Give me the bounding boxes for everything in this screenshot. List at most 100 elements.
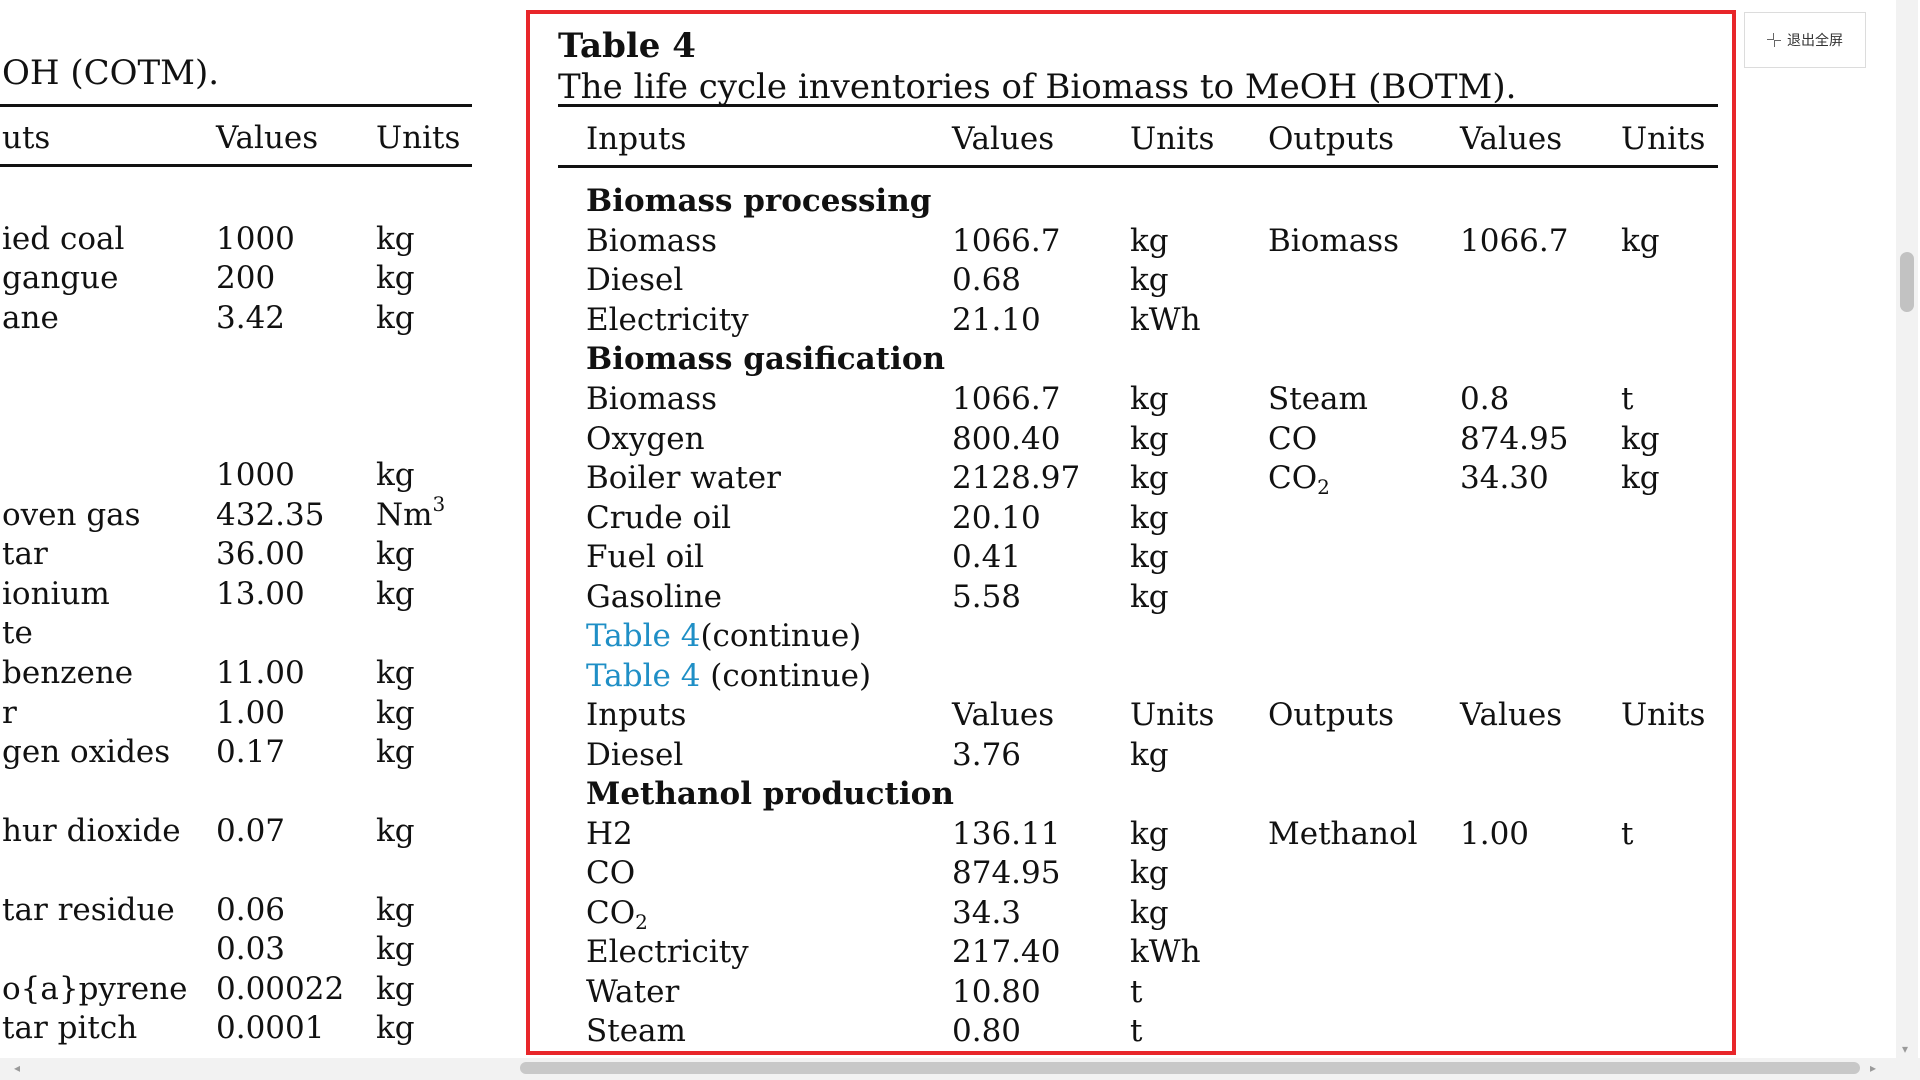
left-row: tar pitch 0.0001 kg xyxy=(0,1010,480,1048)
left-value: 432.35 xyxy=(216,497,325,533)
left-item: benzene xyxy=(2,655,134,691)
left-item: oven gas xyxy=(2,497,141,533)
input-unit: kg xyxy=(1130,895,1169,931)
left-unit: kg xyxy=(376,931,415,967)
right-arrow-icon[interactable]: ▸ xyxy=(1870,1061,1877,1075)
input-value: 1066.7 xyxy=(952,223,1061,259)
output-value: 34.30 xyxy=(1460,460,1549,496)
continue-caption: Table 4(continue) xyxy=(586,618,861,654)
input-name: Gasoline xyxy=(586,579,722,615)
left-header-rule xyxy=(0,164,472,167)
header-out-units: Units xyxy=(1621,697,1706,733)
left-partial-table: OH (COTM). uts Values Units ied coal 100… xyxy=(0,0,480,1070)
table-row: Boiler water 2128.97 kg CO2 34.30 kg xyxy=(530,460,1730,498)
input-name: Oxygen xyxy=(586,421,705,457)
left-item: tar pitch xyxy=(2,1010,138,1046)
input-value: 1066.7 xyxy=(952,381,1061,417)
input-unit: t xyxy=(1130,1013,1143,1049)
table-row: Biomass 1066.7 kg Steam 0.8 t xyxy=(530,381,1730,419)
left-item: tar xyxy=(2,536,48,572)
left-header-values: Values xyxy=(216,120,319,156)
input-value: 21.10 xyxy=(952,302,1041,338)
table-row: Fuel oil 0.41 kg xyxy=(530,539,1730,577)
input-unit: kg xyxy=(1130,500,1169,536)
input-value: 3.76 xyxy=(952,737,1022,773)
left-row: ionium 13.00 kg xyxy=(0,576,480,614)
input-value: 20.10 xyxy=(952,500,1041,536)
table-row: Oxygen 800.40 kg CO 874.95 kg xyxy=(530,421,1730,459)
left-unit: kg xyxy=(376,260,415,296)
horizontal-scroll-thumb[interactable] xyxy=(520,1062,1860,1074)
left-row: gangue 200 kg xyxy=(0,260,480,298)
table-row: Electricity 217.40 kWh xyxy=(530,934,1730,972)
left-item: te xyxy=(2,615,33,651)
table-link[interactable]: Table 4 xyxy=(586,618,701,654)
left-row: r 1.00 kg xyxy=(0,695,480,733)
input-unit: kWh xyxy=(1130,302,1201,338)
input-name: Fuel oil xyxy=(586,539,705,575)
input-name: Biomass xyxy=(586,381,718,417)
table-row: Steam 0.80 t xyxy=(530,1013,1730,1051)
left-value: 1000 xyxy=(216,221,295,257)
left-unit: kg xyxy=(376,1010,415,1046)
table-row: Diesel 0.68 kg xyxy=(530,262,1730,300)
header-out-values: Values xyxy=(1460,697,1563,733)
left-item: ionium xyxy=(2,576,110,612)
input-value: 5.58 xyxy=(952,579,1022,615)
left-unit-main: Nm xyxy=(376,497,433,533)
left-top-rule xyxy=(0,104,472,107)
left-row: 1000 kg xyxy=(0,457,480,495)
formula-sub: 2 xyxy=(1317,475,1330,499)
left-value: 0.00022 xyxy=(216,971,345,1007)
left-item: ane xyxy=(2,300,59,336)
table-row: CO 874.95 kg xyxy=(530,855,1730,893)
left-item: o{a}pyrene xyxy=(2,971,188,1007)
input-value: 0.80 xyxy=(952,1013,1022,1049)
input-unit: kg xyxy=(1130,421,1169,457)
output-name: Methanol xyxy=(1268,816,1418,852)
header-outputs: Outputs xyxy=(1268,697,1395,733)
section-row: Biomass gasification xyxy=(530,341,1730,379)
exit-fullscreen-button[interactable]: 退出全屏 xyxy=(1744,12,1866,68)
continue-caption: Table 4 (continue) xyxy=(586,658,871,694)
input-unit: t xyxy=(1130,974,1143,1010)
down-arrow-icon[interactable]: ▾ xyxy=(1902,1042,1909,1056)
output-name: Biomass xyxy=(1268,223,1400,259)
section-row: Methanol production xyxy=(530,776,1730,814)
left-arrow-icon[interactable]: ◂ xyxy=(14,1061,21,1075)
input-unit: kg xyxy=(1130,381,1169,417)
input-name: CO2 xyxy=(586,895,648,932)
vertical-scroll-thumb[interactable] xyxy=(1900,252,1914,312)
output-unit: kg xyxy=(1621,460,1660,496)
input-value: 34.3 xyxy=(952,895,1022,931)
header-out-units: Units xyxy=(1621,121,1706,157)
left-row: oven gas 432.35 Nm3 xyxy=(0,494,480,535)
table-header-row-repeat: Inputs Values Units Outputs Values Units xyxy=(530,697,1730,735)
input-value: 874.95 xyxy=(952,855,1061,891)
output-name: Steam xyxy=(1268,381,1368,417)
input-unit: kg xyxy=(1130,460,1169,496)
input-name: CO xyxy=(586,855,636,891)
left-row: hur dioxide 0.07 kg xyxy=(0,813,480,851)
input-unit: kg xyxy=(1130,579,1169,615)
left-value: 36.00 xyxy=(216,536,305,572)
formula-main: CO xyxy=(586,895,636,931)
input-unit: kg xyxy=(1130,539,1169,575)
output-unit: kg xyxy=(1621,223,1660,259)
vertical-scrollbar[interactable] xyxy=(1896,0,1918,1058)
input-name: H2 xyxy=(586,816,633,852)
input-unit: kg xyxy=(1130,816,1169,852)
table-row: Biomass 1066.7 kg Biomass 1066.7 kg xyxy=(530,223,1730,261)
left-unit: kg xyxy=(376,300,415,336)
section-title: Biomass processing xyxy=(586,183,932,219)
output-name: CO2 xyxy=(1268,460,1330,499)
exit-fullscreen-label: 退出全屏 xyxy=(1787,33,1843,49)
left-value: 0.07 xyxy=(216,813,286,849)
left-item: hur dioxide xyxy=(2,813,181,849)
table-row: Gasoline 5.58 kg xyxy=(530,579,1730,617)
continue-row: Table 4 (continue) xyxy=(530,658,1730,696)
input-value: 136.11 xyxy=(952,816,1061,852)
output-unit: t xyxy=(1621,381,1634,417)
table-link[interactable]: Table 4 xyxy=(586,658,701,694)
left-row: tar 36.00 kg xyxy=(0,536,480,574)
